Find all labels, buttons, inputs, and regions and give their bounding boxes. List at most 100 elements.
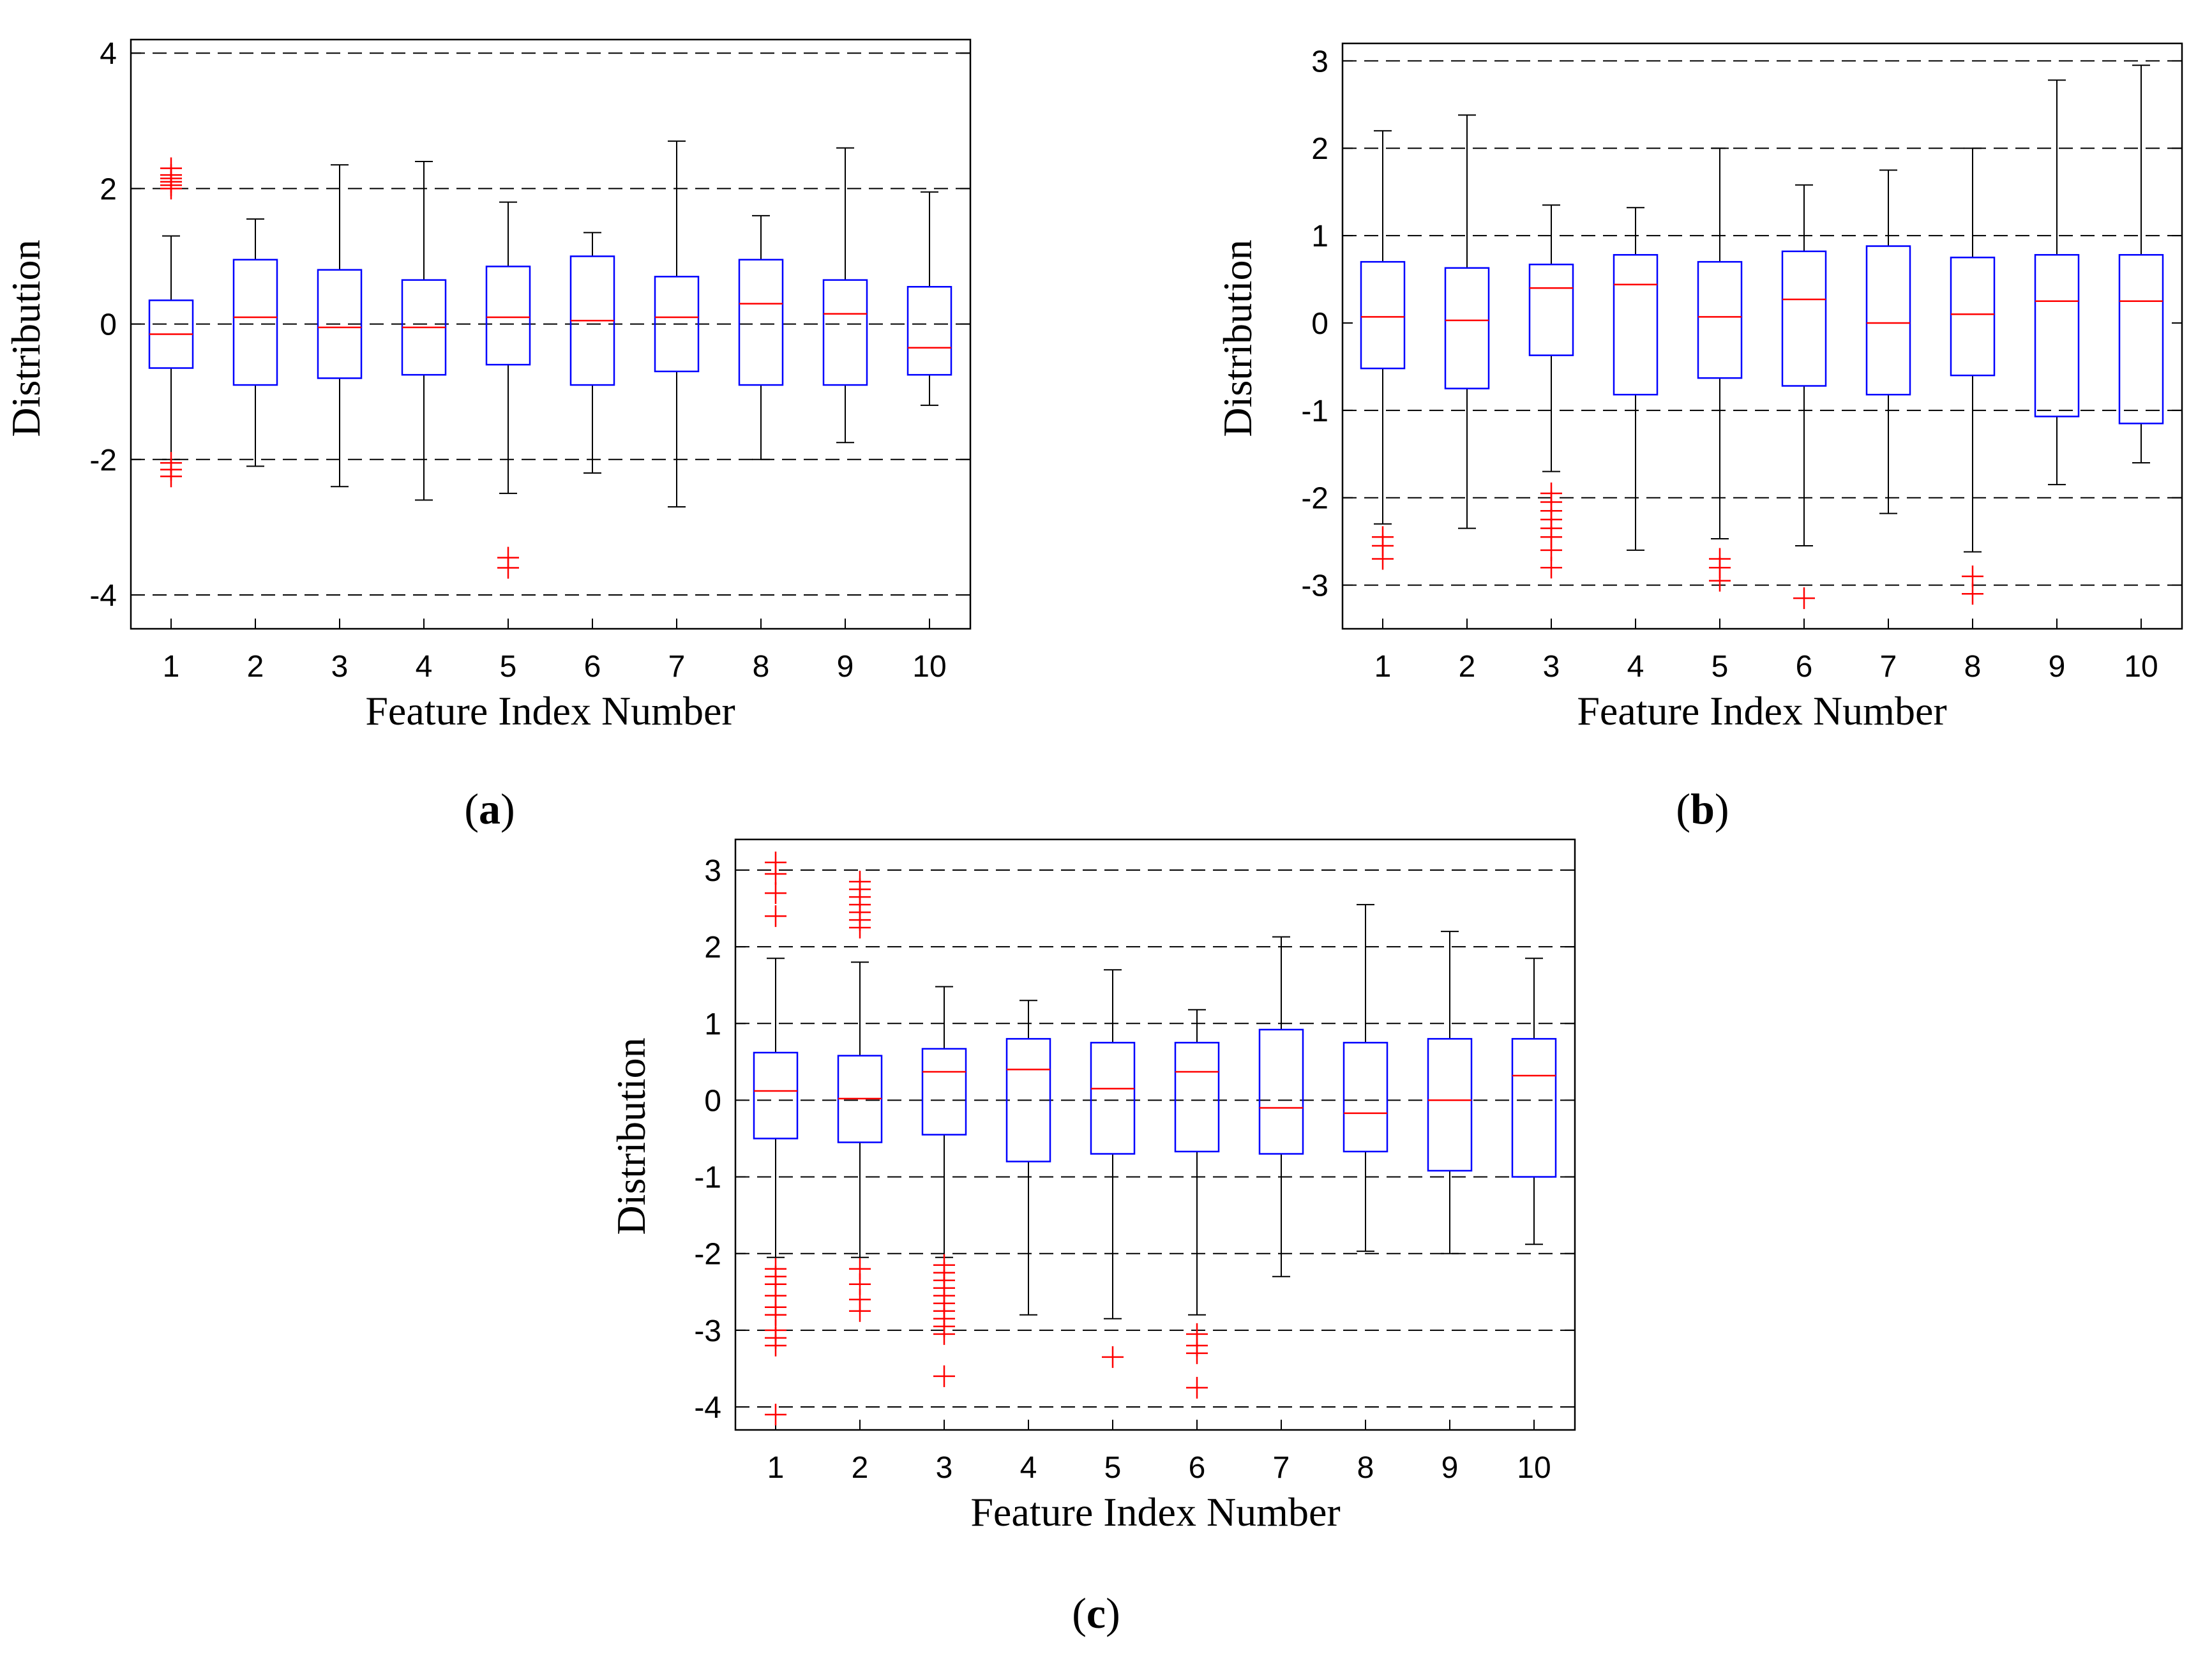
y-tick-label: -1	[694, 1161, 721, 1195]
box-10	[1511, 958, 1557, 1245]
y-tick-label: -2	[1301, 482, 1328, 516]
panel-label-open: (	[1072, 1589, 1087, 1637]
box-1	[753, 852, 799, 1425]
outlier-marker	[849, 1300, 871, 1322]
y-tick-label: -4	[694, 1391, 721, 1425]
x-tick-label: 6	[1796, 650, 1813, 684]
box-5	[1697, 147, 1743, 592]
x-tick-label: 2	[1459, 650, 1476, 684]
y-tick-label: 1	[1311, 220, 1328, 253]
box-2	[1444, 114, 1490, 529]
y-axis-label: Distribution	[3, 239, 49, 437]
box-iqr	[1528, 264, 1574, 356]
y-tick-label: 1	[704, 1007, 721, 1041]
x-tick-label: 5	[500, 650, 517, 684]
box-iqr	[654, 276, 700, 373]
box-5	[485, 201, 531, 579]
chart-panel-a: -4 -2 0 2 4 1 2 3 4 5 6 7 8 9 10 Distribution Feature In…	[3, 37, 972, 833]
x-tick-label: 10	[912, 650, 946, 684]
box-3	[921, 986, 967, 1387]
panel-label: (a)	[464, 785, 515, 833]
x-tick-label: 4	[1020, 1451, 1037, 1485]
outlier-marker	[765, 1334, 786, 1357]
plot-frame	[1341, 42, 2183, 630]
y-axis-label: Distribution	[608, 1037, 654, 1235]
outlier-marker	[1540, 557, 1562, 579]
panel-label: (b)	[1676, 785, 1729, 833]
box-7	[1258, 936, 1304, 1277]
panel-label: (c)	[1072, 1589, 1120, 1637]
box-7	[654, 140, 700, 508]
box-iqr	[1697, 260, 1743, 379]
x-tick-label: 1	[767, 1451, 785, 1485]
x-axis-label: Feature Index Number	[1577, 688, 1946, 733]
x-tick-label: 4	[416, 650, 433, 684]
y-tick-label: -3	[694, 1314, 721, 1348]
y-tick-label: 0	[100, 308, 117, 342]
box-10	[2118, 64, 2164, 463]
box-iqr	[921, 1048, 967, 1136]
x-tick-label: 5	[1104, 1451, 1122, 1485]
x-axis-label: Feature Index Number	[365, 688, 735, 733]
box-1	[148, 157, 194, 488]
x-tick-label: 10	[2124, 650, 2158, 684]
box-9	[2034, 79, 2080, 486]
y-tick-label: 3	[1311, 45, 1328, 79]
x-tick-label: 9	[1441, 1451, 1459, 1485]
x-tick-label: 8	[1964, 650, 1982, 684]
box-iqr	[1865, 245, 1911, 396]
y-tick-label: -3	[1301, 569, 1328, 603]
outlier-marker	[1962, 583, 1983, 605]
outlier-marker	[765, 882, 786, 905]
box-iqr	[1343, 1042, 1388, 1153]
outlier-marker	[765, 1403, 786, 1425]
box-iqr	[738, 259, 784, 386]
x-tick-label: 9	[837, 650, 854, 684]
x-tick-label: 7	[1273, 1451, 1290, 1485]
x-tick-label: 3	[936, 1451, 953, 1485]
x-tick-label: 6	[1189, 1451, 1206, 1485]
panel-label-letter: a	[479, 785, 500, 833]
box-3	[1528, 204, 1574, 579]
box-9	[1427, 931, 1473, 1254]
x-tick-label: 2	[852, 1451, 869, 1485]
panel-label-close: )	[500, 785, 515, 833]
box-iqr	[1781, 250, 1827, 387]
box-3	[317, 164, 363, 488]
y-tick-label: -1	[1301, 395, 1328, 428]
x-tick-label: 2	[247, 650, 264, 684]
chart-panel-b: -3 -2 -1 0 1 2 3 1 2 3 4 5 6 7 8 9 10 Distribution Feature…	[1215, 42, 2183, 833]
x-tick-label: 10	[1517, 1451, 1551, 1485]
panel-label-close: )	[1715, 785, 1729, 833]
box-4	[401, 160, 447, 501]
box-2	[232, 218, 278, 467]
panel-label-letter: b	[1690, 785, 1715, 833]
outlier-marker	[160, 465, 182, 488]
box-iqr	[907, 285, 952, 376]
y-tick-label: 2	[100, 172, 117, 206]
box-iqr	[1511, 1038, 1557, 1178]
outlier-marker	[765, 905, 786, 928]
x-tick-label: 7	[1880, 650, 1897, 684]
x-tick-label: 1	[163, 650, 180, 684]
y-axis-label: Distribution	[1215, 239, 1260, 437]
box-iqr	[485, 266, 531, 366]
box-1	[1360, 130, 1406, 570]
chart-panel-c: -4 -3 -2 -1 0 1 2 3 1 2 3 4 5 6 7 8 9 10 Distribution Featu…	[608, 838, 1576, 1637]
box-iqr	[1613, 253, 1659, 396]
plot-frame	[130, 38, 972, 630]
box-iqr	[822, 279, 868, 386]
box-6	[1781, 184, 1827, 610]
box-5	[1090, 969, 1136, 1368]
x-tick-label: 8	[1357, 1451, 1374, 1485]
x-tick-label: 5	[1712, 650, 1729, 684]
box-iqr	[753, 1051, 799, 1139]
y-tick-label: 2	[704, 931, 721, 965]
outlier-marker	[849, 917, 871, 939]
box-iqr	[1005, 1038, 1051, 1162]
y-tick-label: 2	[1311, 132, 1328, 166]
box-9	[822, 147, 868, 444]
x-tick-label: 3	[331, 650, 349, 684]
outlier-marker	[1793, 587, 1815, 610]
